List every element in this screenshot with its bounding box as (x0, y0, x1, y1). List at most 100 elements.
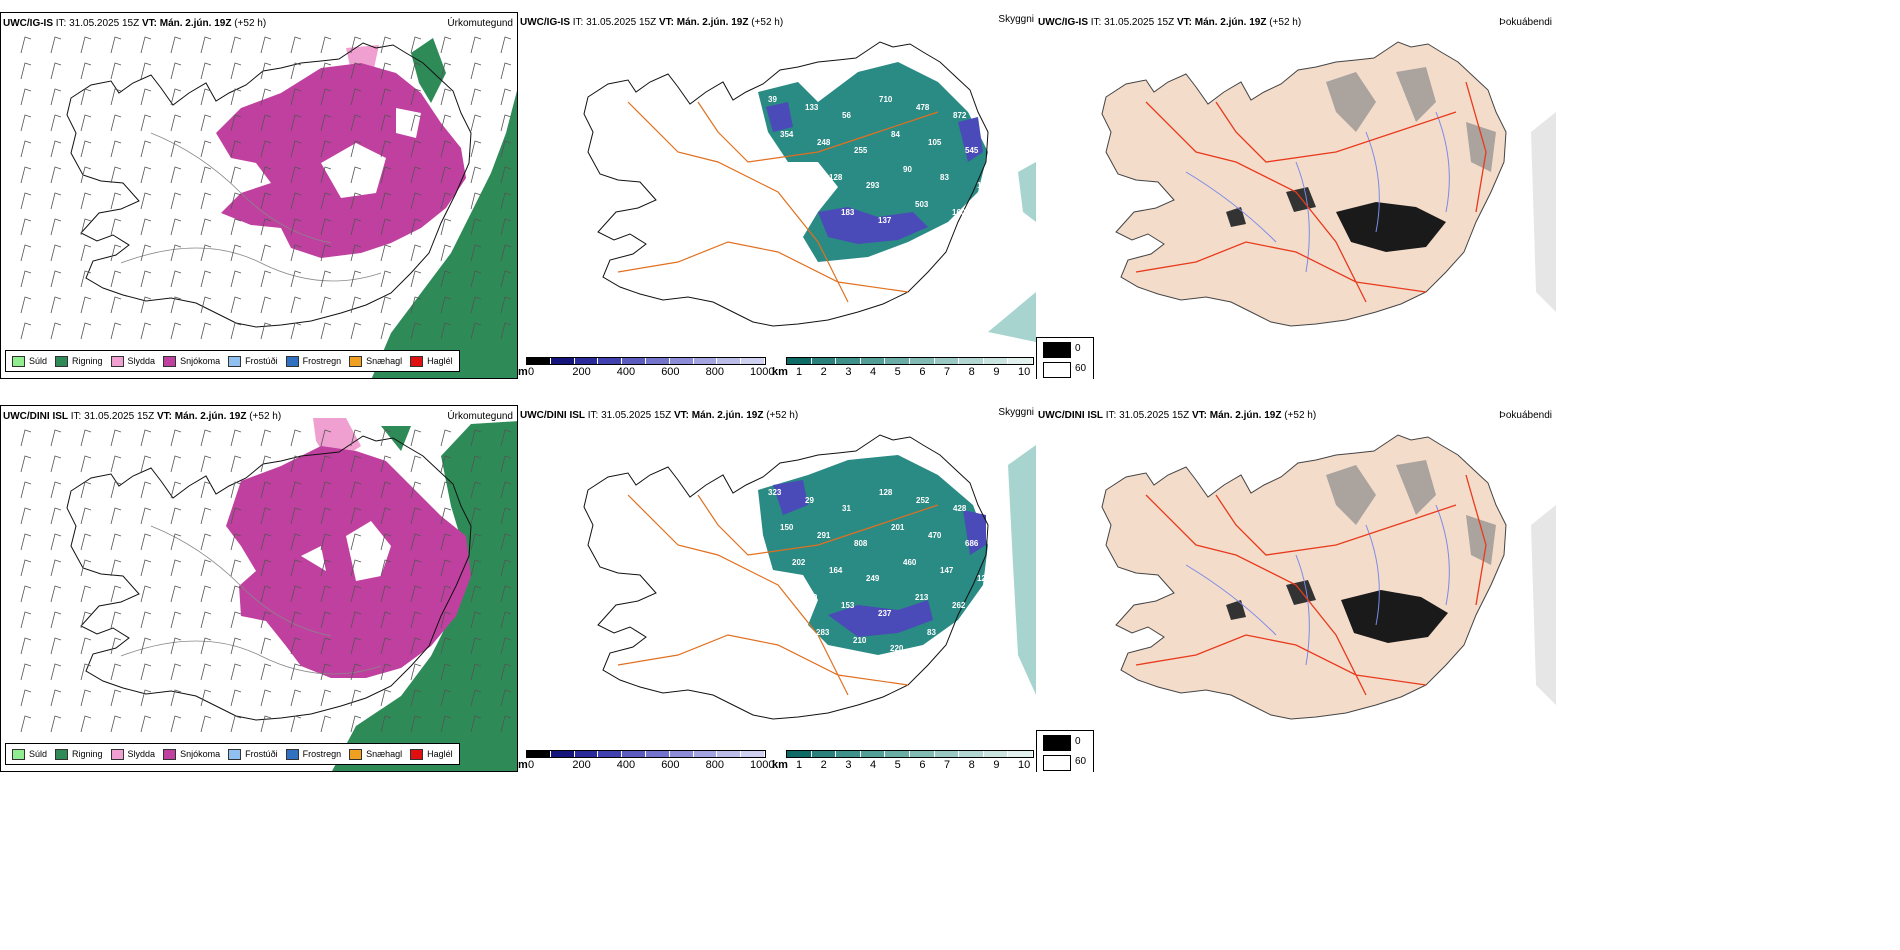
precip-legend: Súld Rigning Slydda Snjókoma Frostúði Frostre… (5, 743, 460, 765)
wind-barb (230, 663, 242, 681)
wind-barb (140, 507, 152, 525)
wind-barb (410, 715, 422, 733)
wind-barb (440, 192, 452, 210)
wind-barb (110, 36, 122, 54)
cloud-height-label: 105 (928, 138, 942, 147)
colorbar-tick: 9 (993, 759, 1000, 771)
wind-barb (170, 637, 182, 655)
wind-barb (380, 270, 392, 288)
cloud-height-label: 101 (977, 181, 991, 190)
wind-barb (20, 36, 32, 54)
wind-barb (410, 296, 422, 314)
wind-barb (170, 611, 182, 629)
colorbar-step (741, 358, 765, 364)
wind-barb (200, 62, 212, 80)
wind-barb (140, 62, 152, 80)
wind-barb (50, 533, 62, 551)
wind-barb (260, 455, 272, 473)
wind-barb (50, 62, 62, 80)
colorbar-step (860, 751, 886, 757)
precip-legend: Súld Rigning Slydda Snjókoma Frostúði Frostre… (5, 350, 460, 372)
wind-barb (500, 270, 512, 288)
wind-barb (50, 637, 62, 655)
wind-barb (140, 585, 152, 603)
wind-barb (470, 218, 482, 236)
legend-swatch (163, 748, 177, 760)
legend-item: Snæhagl (349, 355, 402, 367)
wind-barb (380, 244, 392, 262)
wind-barb (410, 114, 422, 132)
wind-barb (20, 429, 32, 447)
wind-barb (290, 114, 302, 132)
wind-barb (80, 270, 92, 288)
it-value: 31.05.2025 15Z (586, 17, 657, 28)
wind-barb (80, 429, 92, 447)
wind-barb (440, 140, 452, 158)
wind-barb (350, 715, 362, 733)
wind-barb (350, 637, 362, 655)
wind-barb (410, 270, 422, 288)
colorbar-step (693, 358, 718, 364)
wind-barb (80, 637, 92, 655)
vt-value: Mán. 2.jún. 19Z (676, 17, 749, 28)
wind-barb (80, 611, 92, 629)
coastline (583, 41, 989, 327)
wind-barb (380, 192, 392, 210)
wind-barb (440, 244, 452, 262)
colorbar-tick: 1000 (750, 366, 775, 378)
wind-barb (140, 218, 152, 236)
wind-barb (50, 218, 62, 236)
panel-label: Þokuábendi (1499, 410, 1552, 421)
wind-barb (260, 192, 272, 210)
wind-barb (380, 114, 392, 132)
wind-barb (410, 611, 422, 629)
glacier-outlines (120, 132, 382, 282)
legend-label: Frostregn (302, 749, 342, 759)
legend-swatch (285, 355, 299, 367)
legend-swatch (110, 748, 124, 760)
wind-barb (470, 270, 482, 288)
wind-barb (80, 88, 92, 106)
wind-barb (140, 36, 152, 54)
wind-barb (500, 585, 512, 603)
fog-legend-black-label: 0 (1075, 343, 1081, 354)
wind-barb (260, 481, 272, 499)
cloud-height-label: 164 (829, 566, 843, 575)
legend-swatch (12, 355, 25, 367)
legend-swatch (55, 748, 69, 760)
road-network (1135, 81, 1487, 303)
wind-barb (50, 270, 62, 288)
wind-barb (140, 637, 152, 655)
colorbar-strip (786, 357, 1034, 365)
vt-value: Mán. 2.jún. 19Z (1209, 410, 1282, 421)
wind-barb (320, 218, 332, 236)
wind-barb (80, 585, 92, 603)
colorbar-tick: 8 (968, 366, 975, 378)
wind-barb (320, 429, 332, 447)
cloud-height-label: 160 (952, 208, 966, 217)
wind-barb (470, 663, 482, 681)
wind-barb (290, 296, 302, 314)
colorbar-unit: m (518, 366, 528, 378)
wind-barb (20, 244, 32, 262)
wind-barb (470, 62, 482, 80)
cloud-height-label: 39 (768, 95, 777, 104)
wind-barb (380, 637, 392, 655)
wind-barb (110, 62, 122, 80)
wind-barb (110, 166, 122, 184)
wind-barb (110, 455, 122, 473)
wind-barb (230, 455, 242, 473)
wind-barb (110, 140, 122, 158)
wind-barb (440, 114, 452, 132)
colorbar-step (885, 751, 910, 757)
wind-barb (200, 192, 212, 210)
low-cloud-area (773, 480, 986, 637)
wind-barb (440, 663, 452, 681)
wind-barb (470, 192, 482, 210)
wind-barb (200, 611, 212, 629)
colorbar-unit: km (772, 366, 788, 378)
land-area (1101, 41, 1507, 327)
wind-barb (350, 192, 362, 210)
legend-item: Frostúði (228, 355, 278, 367)
wind-barb (290, 88, 302, 106)
